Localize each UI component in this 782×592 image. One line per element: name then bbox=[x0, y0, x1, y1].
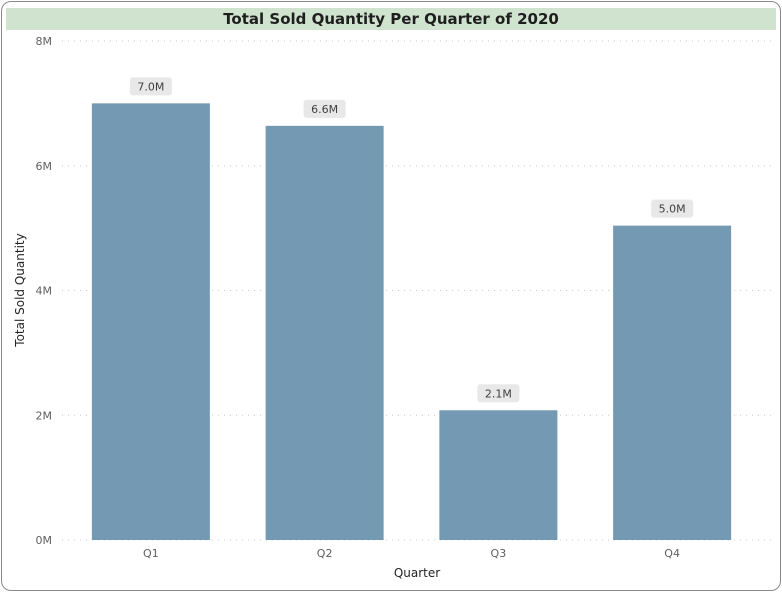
chart-title-bar: Total Sold Quantity Per Quarter of 2020 bbox=[6, 8, 776, 30]
bar-q4[interactable] bbox=[613, 225, 732, 540]
chart-title: Total Sold Quantity Per Quarter of 2020 bbox=[223, 10, 559, 28]
bar-q2[interactable] bbox=[265, 125, 384, 540]
data-label-background bbox=[651, 199, 694, 218]
bar-q1[interactable] bbox=[91, 103, 210, 540]
bars: 7.0M 6.6M 2.1M 5.0M bbox=[91, 77, 732, 540]
x-tick-label: Q1 bbox=[143, 547, 159, 560]
bar-q3[interactable] bbox=[439, 410, 558, 540]
data-label: 2.1M bbox=[485, 387, 512, 400]
x-tick-label: Q3 bbox=[491, 547, 507, 560]
data-label: 7.0M bbox=[137, 80, 164, 93]
y-tick-label: 2M bbox=[36, 409, 53, 422]
y-axis-ticks: 0M 2M 4M 6M 8M bbox=[36, 35, 53, 547]
y-tick-label: 8M bbox=[36, 35, 53, 48]
y-tick-label: 0M bbox=[36, 534, 53, 547]
y-tick-label: 6M bbox=[36, 160, 53, 173]
data-label-background bbox=[477, 384, 520, 403]
data-label: 6.6M bbox=[311, 103, 338, 116]
y-axis-title: Total Sold Quantity bbox=[13, 233, 27, 347]
data-label-background bbox=[303, 99, 346, 118]
data-label-background bbox=[129, 77, 172, 96]
x-tick-label: Q2 bbox=[317, 547, 333, 560]
x-tick-label: Q4 bbox=[664, 547, 680, 560]
x-axis-title: Quarter bbox=[394, 566, 440, 580]
y-tick-label: 4M bbox=[36, 285, 53, 298]
x-axis-ticks: Q1 Q2 Q3 Q4 bbox=[143, 547, 680, 560]
data-label: 5.0M bbox=[659, 203, 686, 216]
